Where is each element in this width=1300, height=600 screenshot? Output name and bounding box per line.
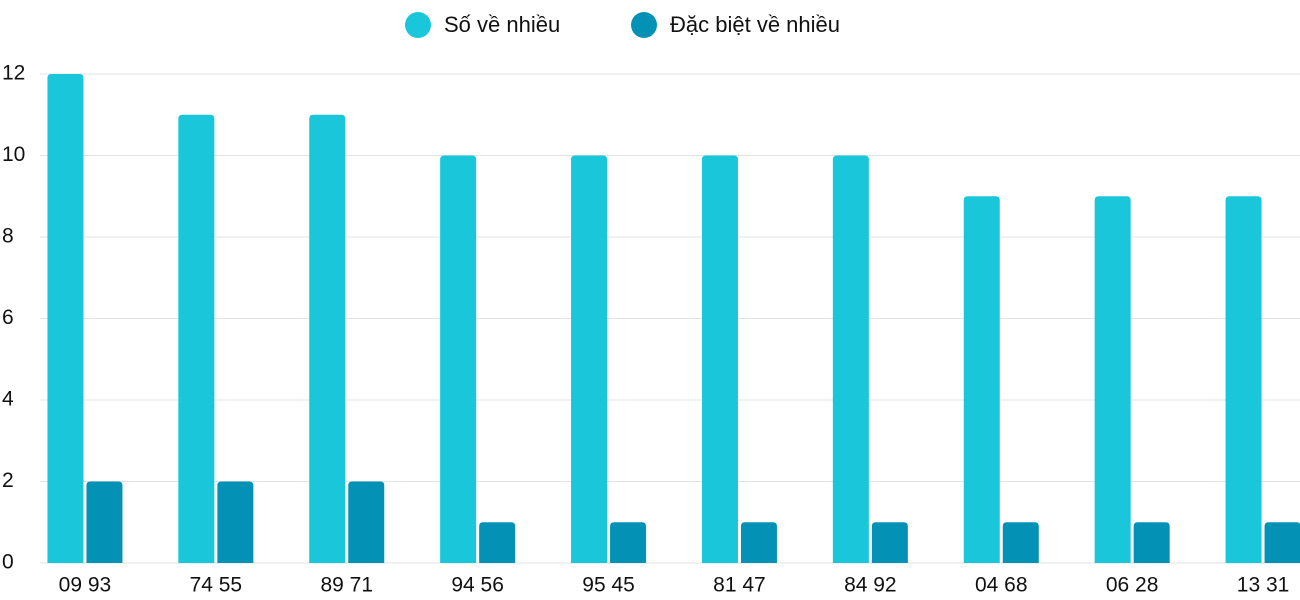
x-tick-label: 13 31: [1237, 574, 1290, 597]
bar: [178, 114, 215, 563]
y-tick-label: 8: [2, 225, 14, 248]
legend-swatch: [631, 12, 657, 38]
y-tick-label: 0: [2, 551, 14, 574]
bar: [1002, 522, 1039, 563]
legend-swatch: [405, 12, 431, 38]
y-tick-label: 2: [2, 469, 14, 492]
bar: [610, 522, 647, 563]
bar: [479, 522, 516, 563]
bar: [440, 155, 477, 563]
bar: [217, 481, 254, 563]
legend-label: Đặc biệt về nhiều: [670, 12, 840, 37]
bar: [47, 74, 84, 563]
y-tick-label: 4: [2, 388, 14, 411]
x-tick-label: 06 28: [1106, 574, 1159, 597]
bar: [740, 522, 777, 563]
bar: [701, 155, 738, 563]
bar: [348, 481, 385, 563]
y-tick-label: 12: [2, 62, 25, 85]
bar: [1225, 196, 1262, 563]
x-tick-label: 09 93: [59, 574, 112, 597]
bar: [1094, 196, 1131, 563]
bar: [571, 155, 608, 563]
bar: [1133, 522, 1170, 563]
y-tick-label: 6: [2, 306, 14, 329]
y-tick-label: 10: [2, 143, 25, 166]
bar: [963, 196, 1000, 563]
x-tick-label: 81 47: [713, 574, 766, 597]
x-tick-label: 04 68: [975, 574, 1028, 597]
legend-label: Số về nhiều: [444, 12, 560, 37]
bar: [1264, 522, 1300, 563]
x-tick-label: 84 92: [844, 574, 897, 597]
x-tick-label: 89 71: [320, 574, 373, 597]
x-tick-label: 94 56: [451, 574, 504, 597]
bar: [86, 481, 123, 563]
bar: [871, 522, 908, 563]
bar: [309, 114, 346, 563]
x-tick-label: 74 55: [190, 574, 243, 597]
x-tick-label: 95 45: [582, 574, 635, 597]
bar: [832, 155, 869, 563]
